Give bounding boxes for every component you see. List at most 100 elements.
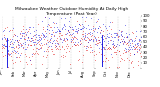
Point [115,44,118,45]
Point [78,24,80,25]
Point [113,32,116,33]
Point [31,35,34,36]
Point [42,36,45,37]
Point [48,42,51,43]
Point [16,39,19,41]
Point [105,48,108,50]
Point [18,46,20,48]
Point [132,46,135,47]
Point [119,42,121,43]
Point [105,57,107,58]
Point [87,42,90,43]
Point [53,43,56,44]
Point [131,40,134,41]
Point [105,45,108,46]
Point [47,41,49,43]
Point [114,37,116,38]
Point [41,21,43,22]
Point [95,40,97,42]
Point [38,38,41,39]
Point [91,34,93,36]
Point [63,24,66,26]
Point [46,48,48,49]
Point [46,28,49,30]
Point [21,33,24,34]
Point [133,53,136,54]
Point [119,41,121,43]
Point [45,39,48,40]
Point [34,52,36,53]
Point [61,34,63,36]
Point [113,52,116,53]
Point [103,40,105,41]
Point [136,45,139,46]
Point [98,51,100,52]
Point [38,36,40,38]
Point [114,52,117,53]
Point [69,47,72,49]
Point [12,46,14,48]
Point [3,36,6,37]
Point [39,35,42,36]
Point [62,55,64,56]
Point [6,55,9,56]
Point [88,39,90,40]
Point [57,45,60,46]
Point [90,17,92,18]
Point [44,16,46,17]
Point [1,46,3,47]
Point [128,39,130,40]
Point [80,28,82,30]
Point [58,33,60,34]
Point [125,32,128,33]
Point [86,46,88,47]
Point [22,28,24,30]
Point [94,37,97,38]
Point [132,40,135,41]
Point [138,38,140,39]
Point [60,28,63,30]
Point [52,41,54,42]
Point [5,27,8,28]
Point [11,29,14,31]
Point [120,35,123,37]
Point [53,36,55,37]
Point [1,47,4,48]
Point [40,32,43,34]
Point [88,28,90,29]
Point [100,45,103,47]
Point [96,42,99,44]
Point [79,28,82,29]
Point [116,35,119,36]
Point [5,57,8,58]
Point [86,50,88,51]
Point [20,44,23,46]
Point [74,41,77,43]
Point [27,43,30,45]
Point [136,42,138,44]
Point [92,27,94,29]
Point [93,27,96,29]
Point [102,46,104,47]
Point [20,43,22,45]
Point [36,39,38,41]
Point [92,40,95,42]
Point [117,35,120,37]
Point [26,63,28,65]
Point [80,37,82,39]
Point [134,44,136,45]
Point [1,48,4,49]
Point [117,40,119,41]
Point [101,34,104,35]
Point [33,43,35,45]
Point [23,43,26,45]
Point [2,44,5,45]
Point [29,38,32,39]
Point [126,36,128,38]
Point [25,55,28,57]
Point [83,34,86,36]
Point [18,32,21,34]
Point [63,38,65,40]
Point [130,46,132,47]
Point [108,46,111,47]
